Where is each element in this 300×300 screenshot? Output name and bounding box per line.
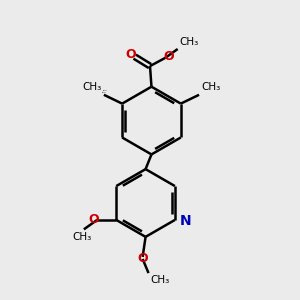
Text: methyl: methyl bbox=[102, 92, 107, 93]
Text: O: O bbox=[89, 213, 100, 226]
Text: O: O bbox=[126, 48, 136, 61]
Text: methyl: methyl bbox=[102, 90, 107, 91]
Text: CH₃: CH₃ bbox=[73, 232, 92, 242]
Text: O: O bbox=[137, 252, 148, 266]
Text: CH₃: CH₃ bbox=[150, 275, 169, 285]
Text: CH₃: CH₃ bbox=[180, 37, 199, 47]
Text: O: O bbox=[163, 50, 174, 63]
Text: CH₃: CH₃ bbox=[201, 82, 221, 92]
Text: N: N bbox=[179, 214, 191, 227]
Text: CH₃: CH₃ bbox=[82, 82, 101, 92]
